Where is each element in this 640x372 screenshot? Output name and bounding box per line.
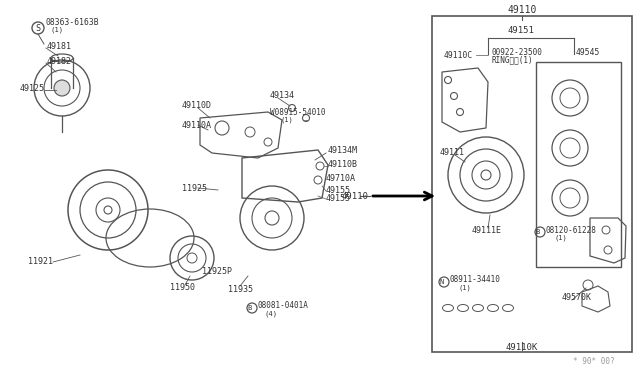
Text: 49110A: 49110A <box>182 121 212 129</box>
Bar <box>536 62 621 267</box>
Bar <box>432 16 632 352</box>
Text: 49182: 49182 <box>47 57 72 65</box>
Text: 49151: 49151 <box>508 26 535 35</box>
Text: W08915-54010: W08915-54010 <box>270 108 326 116</box>
Text: 49110K: 49110K <box>506 343 538 352</box>
Text: 11925: 11925 <box>182 183 207 192</box>
Text: 11925P: 11925P <box>202 267 232 276</box>
Text: 49155: 49155 <box>326 186 351 195</box>
Text: (1): (1) <box>50 27 63 33</box>
Text: 49125: 49125 <box>20 83 45 93</box>
Text: (1): (1) <box>280 117 292 123</box>
Text: 11935: 11935 <box>228 285 253 295</box>
Text: (4): (4) <box>265 311 278 317</box>
Text: 49111E: 49111E <box>472 225 502 234</box>
Text: 49545: 49545 <box>576 48 600 57</box>
Text: 49110: 49110 <box>508 5 537 15</box>
Text: (1): (1) <box>554 235 567 241</box>
Text: 49134: 49134 <box>270 90 295 99</box>
Text: 49110B: 49110B <box>328 160 358 169</box>
Text: 49155: 49155 <box>326 193 351 202</box>
Text: 49110: 49110 <box>342 192 369 201</box>
Text: 11921: 11921 <box>28 257 53 266</box>
Text: 08363-6163B: 08363-6163B <box>46 17 100 26</box>
Text: B: B <box>536 229 540 235</box>
Text: RINGング(1): RINGング(1) <box>492 55 534 64</box>
Text: N: N <box>440 279 444 285</box>
Text: 49710A: 49710A <box>326 173 356 183</box>
Text: 49110D: 49110D <box>182 100 212 109</box>
Text: 08911-34410: 08911-34410 <box>450 276 501 285</box>
Text: B: B <box>248 305 252 311</box>
Text: * 90* 00?: * 90* 00? <box>573 357 615 366</box>
Circle shape <box>54 80 70 96</box>
Text: 49134M: 49134M <box>328 145 358 154</box>
Text: 08081-0401A: 08081-0401A <box>258 301 309 311</box>
Text: 49570K: 49570K <box>562 294 592 302</box>
Text: S: S <box>35 23 40 32</box>
Text: 11950: 11950 <box>170 283 195 292</box>
Text: 49181: 49181 <box>47 42 72 51</box>
Text: 49110C: 49110C <box>444 51 473 60</box>
Text: 49111: 49111 <box>440 148 465 157</box>
Text: (1): (1) <box>458 285 471 291</box>
Text: 00922-23500: 00922-23500 <box>492 48 543 57</box>
Text: 08120-61228: 08120-61228 <box>546 225 597 234</box>
